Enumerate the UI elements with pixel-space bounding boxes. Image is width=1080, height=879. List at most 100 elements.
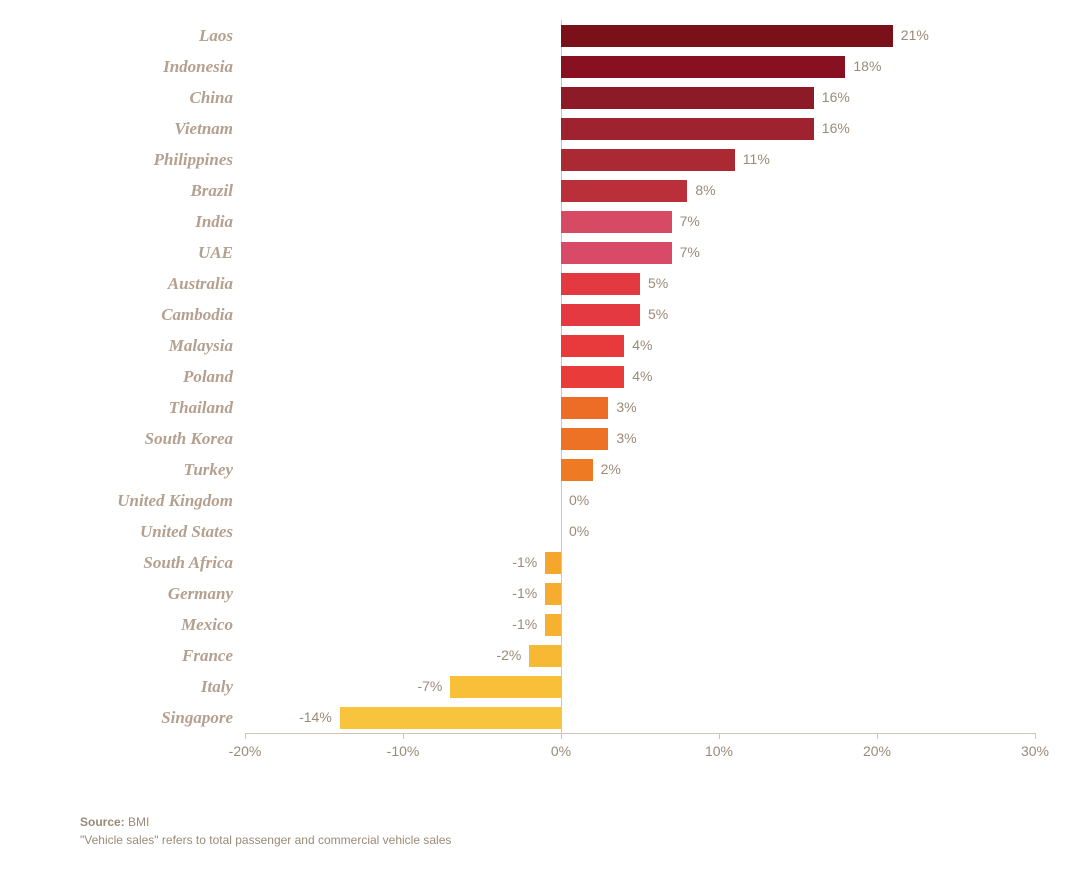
value-label: -1% bbox=[512, 585, 537, 601]
chart-row: China 16% bbox=[0, 82, 1080, 113]
bar bbox=[561, 180, 687, 202]
value-label: 2% bbox=[601, 461, 621, 477]
chart-row: Singapore-14% bbox=[0, 702, 1080, 733]
bar-area: 16% bbox=[245, 82, 1080, 113]
country-label: China bbox=[0, 88, 245, 108]
axis-tick-label: 0% bbox=[551, 743, 571, 759]
x-axis: -20%-10%0%10%20%30% bbox=[245, 733, 1080, 773]
value-label: -1% bbox=[512, 554, 537, 570]
value-label: -2% bbox=[496, 647, 521, 663]
bar-area: 5% bbox=[245, 268, 1080, 299]
value-label: 21% bbox=[901, 27, 929, 43]
bar-area: 7% bbox=[245, 206, 1080, 237]
bar-area: 3% bbox=[245, 392, 1080, 423]
bar-area: 18% bbox=[245, 51, 1080, 82]
bar bbox=[340, 707, 561, 729]
country-label: Australia bbox=[0, 274, 245, 294]
bar-area: -14% bbox=[245, 702, 1080, 733]
bar-area: -2% bbox=[245, 640, 1080, 671]
value-label: 4% bbox=[632, 368, 652, 384]
bar bbox=[561, 242, 672, 264]
chart-row: South Korea3% bbox=[0, 423, 1080, 454]
chart-row: Laos 21% bbox=[0, 20, 1080, 51]
bar-area: 2% bbox=[245, 454, 1080, 485]
bar bbox=[561, 459, 593, 481]
value-label: 3% bbox=[616, 399, 636, 415]
country-label: Germany bbox=[0, 584, 245, 604]
bar bbox=[561, 273, 640, 295]
bar-area: 21% bbox=[245, 20, 1080, 51]
chart-row: South Africa-1% bbox=[0, 547, 1080, 578]
bar bbox=[561, 397, 608, 419]
bar-area: 5% bbox=[245, 299, 1080, 330]
country-label: India bbox=[0, 212, 245, 232]
chart-row: Philippines11% bbox=[0, 144, 1080, 175]
country-label: Poland bbox=[0, 367, 245, 387]
chart-row: United Kingdom 0% bbox=[0, 485, 1080, 516]
chart-row: Vietnam16% bbox=[0, 113, 1080, 144]
chart-footer: Source: BMI "Vehicle sales" refers to to… bbox=[80, 813, 451, 849]
chart-row: France -2% bbox=[0, 640, 1080, 671]
bar bbox=[450, 676, 561, 698]
bar-area: -1% bbox=[245, 609, 1080, 640]
bar-area: 7% bbox=[245, 237, 1080, 268]
value-label: 0% bbox=[569, 492, 589, 508]
bar-area: 0% bbox=[245, 516, 1080, 547]
value-label: 7% bbox=[680, 213, 700, 229]
bar-area: 16% bbox=[245, 113, 1080, 144]
chart-row: Thailand3% bbox=[0, 392, 1080, 423]
bar bbox=[561, 211, 672, 233]
source-label: Source: bbox=[80, 815, 125, 829]
value-label: -14% bbox=[299, 709, 332, 725]
country-label: Brazil bbox=[0, 181, 245, 201]
chart-row: Brazil 8% bbox=[0, 175, 1080, 206]
bar-area: 4% bbox=[245, 361, 1080, 392]
country-label: Laos bbox=[0, 26, 245, 46]
country-label: France bbox=[0, 646, 245, 666]
chart-row: India 7% bbox=[0, 206, 1080, 237]
value-label: 16% bbox=[822, 120, 850, 136]
value-label: -1% bbox=[512, 616, 537, 632]
bar-area: 8% bbox=[245, 175, 1080, 206]
bar bbox=[545, 583, 561, 605]
country-label: South Korea bbox=[0, 429, 245, 449]
country-label: Malaysia bbox=[0, 336, 245, 356]
chart-row: Mexico -1% bbox=[0, 609, 1080, 640]
bar bbox=[561, 118, 814, 140]
axis-tick-label: -10% bbox=[387, 743, 420, 759]
value-label: -7% bbox=[417, 678, 442, 694]
value-label: 18% bbox=[853, 58, 881, 74]
bar bbox=[561, 149, 735, 171]
country-label: Turkey bbox=[0, 460, 245, 480]
country-label: UAE bbox=[0, 243, 245, 263]
country-label: United Kingdom bbox=[0, 491, 245, 511]
chart-row: Cambodia5% bbox=[0, 299, 1080, 330]
footer-note: "Vehicle sales" refers to total passenge… bbox=[80, 833, 451, 847]
axis-tick-label: -20% bbox=[229, 743, 262, 759]
value-label: 4% bbox=[632, 337, 652, 353]
chart-row: Germany -1% bbox=[0, 578, 1080, 609]
bar-area: 4% bbox=[245, 330, 1080, 361]
chart-row: UAE 7% bbox=[0, 237, 1080, 268]
bar-area: 3% bbox=[245, 423, 1080, 454]
source-value: BMI bbox=[128, 815, 149, 829]
bar bbox=[545, 552, 561, 574]
value-label: 0% bbox=[569, 523, 589, 539]
country-label: Mexico bbox=[0, 615, 245, 635]
bar-area: -1% bbox=[245, 547, 1080, 578]
bar bbox=[561, 56, 845, 78]
country-label: Cambodia bbox=[0, 305, 245, 325]
value-label: 7% bbox=[680, 244, 700, 260]
chart-row: Australia5% bbox=[0, 268, 1080, 299]
value-label: 8% bbox=[695, 182, 715, 198]
country-label: Philippines bbox=[0, 150, 245, 170]
chart-row: Malaysia 4% bbox=[0, 330, 1080, 361]
chart-row: Italy -7% bbox=[0, 671, 1080, 702]
country-label: Italy bbox=[0, 677, 245, 697]
bar bbox=[561, 304, 640, 326]
bar bbox=[561, 428, 608, 450]
bar bbox=[545, 614, 561, 636]
bar bbox=[561, 335, 624, 357]
bar bbox=[561, 87, 814, 109]
value-label: 16% bbox=[822, 89, 850, 105]
